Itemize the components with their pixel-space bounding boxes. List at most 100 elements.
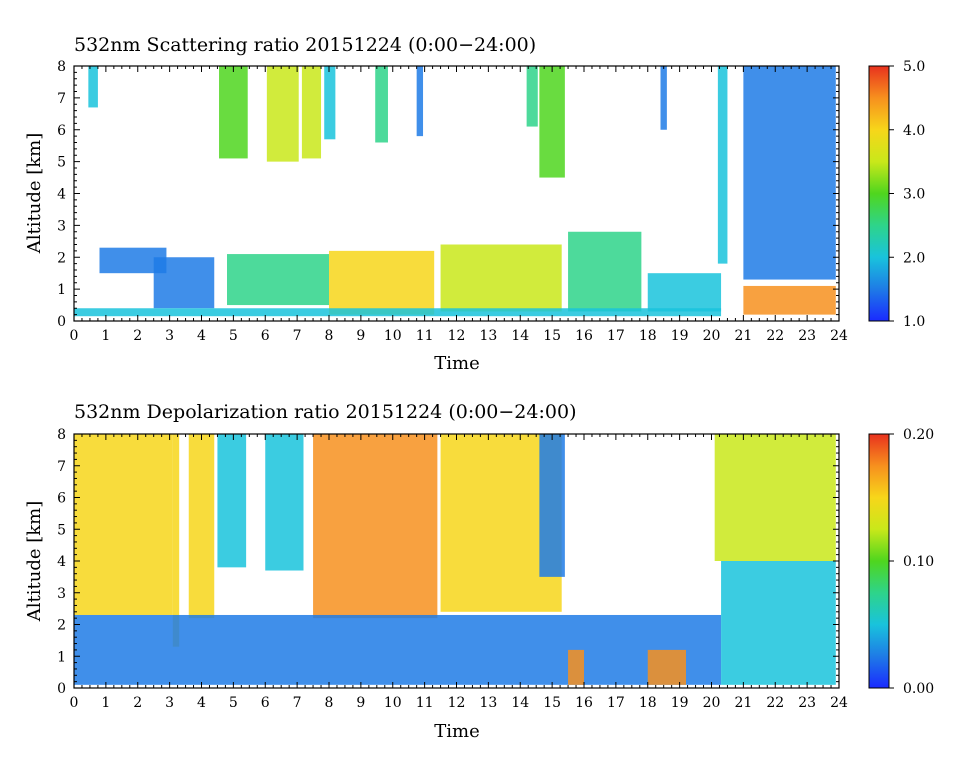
y-tick-label: 8 xyxy=(57,59,66,75)
y-tick-label: 1 xyxy=(57,649,66,665)
x-tick-label: 24 xyxy=(830,695,848,711)
y-tick-label: 5 xyxy=(57,155,66,171)
data-feature-14 xyxy=(227,254,329,306)
y-tick-label: 6 xyxy=(57,491,66,507)
scattering-ratio-plot-area: 0 1 2 3 4 5 6 7 8 9 10 11 12 13 14 15 16 17 18 19 20 21 22 23 24… xyxy=(57,59,848,344)
data-feature-10 xyxy=(717,66,728,264)
data-feature-11 xyxy=(568,649,584,685)
data-feature-4 xyxy=(324,66,336,140)
y-tick-label: 2 xyxy=(57,618,66,634)
scattering-ratio-colorbar: 1.0 2.0 3.0 4.0 5.0 xyxy=(868,59,925,330)
depolarization-ratio-panel: 532nm Depolarization ratio 20151224 (0:0… xyxy=(24,401,934,742)
x-tick-label: 3 xyxy=(165,695,174,711)
y-tick-label: 7 xyxy=(57,91,66,107)
depolarization-ratio-title: 532nm Depolarization ratio 20151224 (0:0… xyxy=(74,401,576,423)
x-tick-label: 22 xyxy=(766,328,784,344)
x-tick-label: 22 xyxy=(766,695,784,711)
data-feature-5 xyxy=(313,434,438,619)
x-tick-label: 21 xyxy=(734,695,752,711)
x-tick-label: 3 xyxy=(165,328,174,344)
x-tick-label: 23 xyxy=(798,328,816,344)
x-tick-label: 9 xyxy=(356,695,365,711)
data-feature-11 xyxy=(743,66,836,280)
x-tick-label: 0 xyxy=(70,695,79,711)
x-tick-label: 2 xyxy=(133,328,142,344)
x-tick-label: 19 xyxy=(671,328,689,344)
data-feature-2 xyxy=(188,434,215,619)
y-tick-label: 3 xyxy=(57,218,66,234)
depolarization-ratio-plot-area: 0 1 2 3 4 5 6 7 8 9 10 11 12 13 14 15 16 17 18 19 20 21 22 23 24… xyxy=(57,427,848,711)
data-feature-0 xyxy=(88,66,98,108)
x-tick-label: 24 xyxy=(830,328,848,344)
x-tick-label: 8 xyxy=(325,695,334,711)
x-tick-label: 18 xyxy=(639,328,657,344)
x-tick-label: 12 xyxy=(448,328,466,344)
x-tick-label: 18 xyxy=(639,695,657,711)
scattering-ratio-x-axis-label: Time xyxy=(434,353,479,374)
data-feature-8 xyxy=(539,66,565,178)
y-tick-label: 6 xyxy=(57,123,66,139)
data-feature-18 xyxy=(647,273,722,312)
data-feature-13 xyxy=(153,257,215,309)
data-feature-7 xyxy=(526,66,538,127)
data-feature-2 xyxy=(266,66,299,162)
y-tick-label: 4 xyxy=(57,554,66,570)
x-tick-label: 4 xyxy=(197,328,206,344)
x-tick-label: 17 xyxy=(607,695,625,711)
x-tick-label: 5 xyxy=(229,695,238,711)
data-feature-17 xyxy=(568,231,642,312)
data-feature-9 xyxy=(660,66,667,130)
colorbar-tick-label: 1.0 xyxy=(903,314,925,330)
x-tick-label: 5 xyxy=(229,328,238,344)
data-feature-12 xyxy=(647,649,686,685)
data-feature-1 xyxy=(172,434,180,647)
x-tick-label: 20 xyxy=(703,695,721,711)
x-tick-label: 14 xyxy=(511,328,529,344)
data-feature-19 xyxy=(74,308,722,317)
data-feature-0 xyxy=(74,434,173,615)
x-tick-label: 8 xyxy=(325,328,334,344)
x-tick-label: 9 xyxy=(356,328,365,344)
x-tick-label: 7 xyxy=(293,695,302,711)
x-tick-label: 4 xyxy=(197,695,206,711)
data-feature-3 xyxy=(301,66,322,159)
data-feature-9 xyxy=(74,614,722,685)
x-tick-label: 23 xyxy=(798,695,816,711)
data-feature-10 xyxy=(721,561,836,685)
scattering-ratio-y-axis-label: Altitude [km] xyxy=(24,133,45,255)
x-tick-label: 21 xyxy=(734,328,752,344)
colorbar-tick-label: 0.10 xyxy=(903,554,934,570)
colorbar-tick-label: 4.0 xyxy=(903,123,925,139)
x-tick-label: 13 xyxy=(479,328,497,344)
data-feature-20 xyxy=(743,285,836,315)
x-tick-label: 10 xyxy=(384,695,402,711)
x-tick-label: 10 xyxy=(384,328,402,344)
x-tick-label: 17 xyxy=(607,328,625,344)
colorbar-scale xyxy=(868,433,890,689)
y-tick-label: 1 xyxy=(57,282,66,298)
x-tick-label: 19 xyxy=(671,695,689,711)
y-tick-label: 8 xyxy=(57,427,66,443)
x-tick-label: 7 xyxy=(293,328,302,344)
data-feature-5 xyxy=(375,66,388,143)
x-tick-label: 2 xyxy=(133,695,142,711)
depolarization-ratio-y-axis-label: Altitude [km] xyxy=(24,501,45,623)
x-tick-label: 12 xyxy=(448,695,466,711)
x-tick-label: 15 xyxy=(543,695,561,711)
x-tick-label: 6 xyxy=(261,328,270,344)
x-tick-label: 1 xyxy=(101,328,110,344)
data-feature-8 xyxy=(714,434,836,561)
colorbar-tick-label: 5.0 xyxy=(903,59,925,75)
y-tick-label: 0 xyxy=(57,314,66,330)
data-feature-4 xyxy=(265,434,304,571)
colorbar-tick-label: 0.20 xyxy=(903,427,934,443)
x-tick-label: 11 xyxy=(416,695,434,711)
x-tick-label: 0 xyxy=(70,328,79,344)
depolarization-ratio-x-axis-label: Time xyxy=(434,721,479,742)
x-tick-label: 1 xyxy=(101,695,110,711)
scattering-ratio-title: 532nm Scattering ratio 20151224 (0:00−24… xyxy=(74,34,536,56)
data-feature-16 xyxy=(440,244,562,312)
y-tick-label: 5 xyxy=(57,522,66,538)
y-tick-label: 3 xyxy=(57,586,66,602)
